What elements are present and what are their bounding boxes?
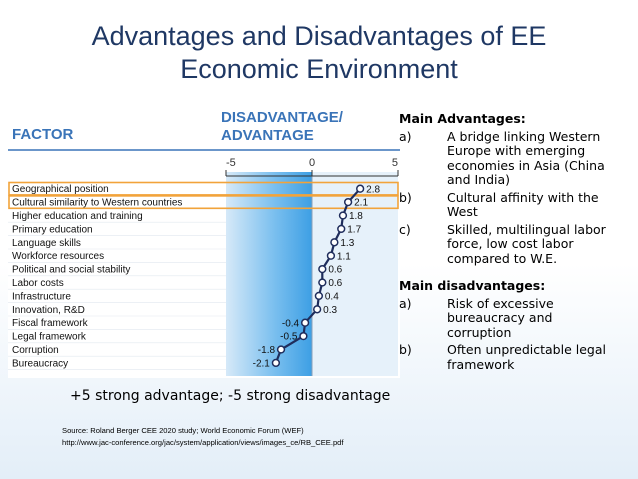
data-point xyxy=(271,358,281,368)
x-tick-label: 0 xyxy=(309,157,315,169)
advantage-item: a) A bridge linking Western Europe with … xyxy=(399,128,619,188)
category-label: Higher education and training xyxy=(12,211,143,222)
data-label: 2.8 xyxy=(366,184,380,195)
disadvantage-item: a) Risk of excessive bureaucracy and cor… xyxy=(399,295,619,341)
advantage-item: b) Cultural affinity with the West xyxy=(399,189,619,220)
source-citation: Source: Roland Berger CEE 2020 study; Wo… xyxy=(62,425,344,449)
disadvantage-item: b) Often unpredictable legal framework xyxy=(399,342,619,372)
data-label: -0.5 xyxy=(280,332,298,343)
disadvantage-item-label: b) xyxy=(399,342,412,357)
data-label: -0.4 xyxy=(282,318,300,329)
data-label: 1.1 xyxy=(337,251,351,262)
category-label: Cultural similarity to Western countries xyxy=(12,198,182,209)
data-label: 1.8 xyxy=(349,211,363,222)
data-label: 0.4 xyxy=(325,292,339,303)
disadvantage-item-label: a) xyxy=(399,295,412,311)
data-point xyxy=(338,211,348,220)
data-point xyxy=(299,331,308,341)
category-label: Corruption xyxy=(12,345,59,356)
data-point xyxy=(337,224,346,234)
data-label: 1.7 xyxy=(347,225,361,236)
advantage-item-label: c) xyxy=(399,221,411,237)
disadvantage-item-text: Risk of excessive bureaucracy and corrup… xyxy=(447,295,554,340)
x-tick-label: 5 xyxy=(392,157,398,169)
advantage-item-text: Cultural affinity with the West xyxy=(447,189,599,219)
scale-note: +5 strong advantage; -5 strong disadvant… xyxy=(70,388,391,404)
source-line-1: Source: Roland Berger CEE 2020 study; Wo… xyxy=(62,426,304,435)
data-point xyxy=(356,184,365,193)
data-point xyxy=(300,318,310,327)
data-label: 2.1 xyxy=(354,198,368,209)
advantages-disadvantages-panel: Main Advantages: a) A bridge linking Wes… xyxy=(399,111,619,375)
advantage-item-text: Skilled, multilingual labor force, low c… xyxy=(447,221,606,266)
data-label: 0.6 xyxy=(328,278,342,289)
data-label: 0.6 xyxy=(328,265,342,276)
disadvantage-band xyxy=(226,172,312,376)
data-point xyxy=(313,305,322,314)
category-label: Language skills xyxy=(12,238,81,249)
data-point xyxy=(314,291,324,301)
advantage-item-text: A bridge linking Western Europe with eme… xyxy=(447,128,605,187)
data-point xyxy=(276,345,286,354)
category-label: Infrastructure xyxy=(12,291,71,302)
category-label: Bureaucracy xyxy=(12,358,68,369)
category-label: Primary education xyxy=(12,224,93,235)
highlight-box xyxy=(8,181,399,196)
data-label: -2.1 xyxy=(253,359,271,370)
advantage-item: c) Skilled, multilingual labor force, lo… xyxy=(399,221,619,267)
advantage-band xyxy=(312,172,398,376)
disadvantages-heading: Main disadvantages: xyxy=(399,278,546,293)
category-label: Fiscal framework xyxy=(12,318,89,329)
x-tick-label: -5 xyxy=(226,157,236,169)
factor-header: FACTOR xyxy=(12,126,74,143)
category-label: Political and social stability xyxy=(12,265,130,276)
value-header-line-1: DISADVANTAGE/ xyxy=(221,109,344,126)
slide-title: Advantages and Disadvantages of EE Econo… xyxy=(0,20,638,86)
slide-title-line-1: Advantages and Disadvantages of EE xyxy=(91,21,547,51)
slide-title-line-2: Economic Environment xyxy=(180,54,458,84)
advantages-heading: Main Advantages: xyxy=(399,111,526,126)
data-point xyxy=(330,238,339,247)
category-label: Geographical position xyxy=(12,184,109,195)
category-label: Labor costs xyxy=(12,278,64,289)
disadvantage-item-text: Often unpredictable legal framework xyxy=(447,342,606,372)
data-point xyxy=(326,251,336,260)
value-header-line-2: ADVANTAGE xyxy=(221,127,314,144)
data-label: 0.3 xyxy=(323,305,337,316)
data-point xyxy=(318,264,327,274)
category-label: Innovation, R&D xyxy=(12,305,85,316)
highlight-box xyxy=(8,195,399,210)
data-label: -1.8 xyxy=(258,345,276,356)
source-url[interactable]: http://www.jac-conference.org/jac/system… xyxy=(62,438,344,447)
data-label: 1.3 xyxy=(340,238,354,249)
data-point xyxy=(318,278,327,287)
category-label: Legal framework xyxy=(12,332,87,343)
category-label: Workforce resources xyxy=(12,251,104,262)
data-point xyxy=(343,197,353,207)
advantage-item-label: b) xyxy=(399,189,412,205)
factor-chart: FACTOR DISADVANTAGE/ ADVANTAGE -5 0 5 Geog… xyxy=(8,100,400,378)
advantage-item-label: a) xyxy=(399,128,412,144)
